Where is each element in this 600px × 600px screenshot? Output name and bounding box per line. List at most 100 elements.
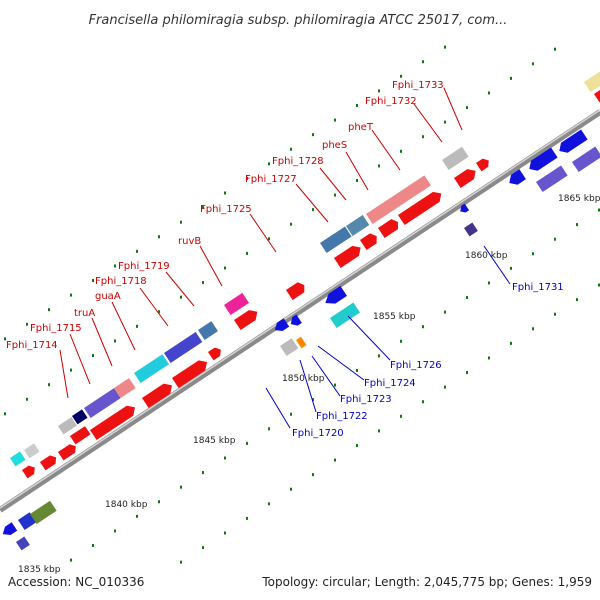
gene-arrow[interactable] — [22, 463, 38, 479]
tick-dot — [70, 293, 72, 297]
gene-label[interactable]: Fphi_1718 — [95, 276, 147, 287]
gene-label[interactable]: Fphi_1732 — [365, 96, 417, 107]
gene-block[interactable] — [366, 175, 431, 225]
gene-arrow[interactable] — [334, 243, 364, 269]
gene-block[interactable] — [464, 222, 478, 237]
topology-label: Topology: circular; Length: 2,045,775 bp… — [261, 575, 592, 589]
gene-arrow[interactable] — [288, 314, 302, 328]
gene-label[interactable]: Fphi_1726 — [390, 360, 442, 371]
gene-label[interactable]: guaA — [95, 291, 121, 302]
tick-dot — [4, 412, 6, 416]
gene-block[interactable] — [584, 65, 600, 93]
gene-block[interactable] — [134, 354, 169, 384]
tick-dot — [510, 76, 512, 80]
gene-arrow[interactable] — [476, 156, 492, 172]
gene-block[interactable] — [114, 378, 136, 399]
tick-dot — [224, 191, 226, 195]
tick-dot — [48, 383, 50, 387]
scale-label: 1835 kbp — [18, 565, 61, 575]
tick-dot — [488, 356, 490, 360]
gene-label[interactable]: truA — [74, 308, 95, 319]
tick-dot — [598, 208, 600, 212]
gene-arrow[interactable] — [272, 318, 290, 334]
gene-block[interactable] — [72, 409, 88, 425]
forward-strand-genes — [22, 65, 600, 479]
gene-arrow[interactable] — [594, 89, 600, 103]
gene-label[interactable]: Fphi_1724 — [364, 378, 416, 389]
gene-label[interactable]: Fphi_1715 — [30, 323, 82, 334]
gene-arrow[interactable] — [172, 357, 210, 389]
gene-arrow[interactable] — [360, 231, 380, 251]
tick-dot — [136, 324, 138, 328]
tick-dot — [378, 354, 380, 358]
gene-arrow[interactable] — [526, 147, 558, 174]
tick-dot — [312, 133, 314, 137]
gene-arrow[interactable] — [70, 426, 91, 445]
gene-arrow[interactable] — [58, 442, 79, 461]
gene-block[interactable] — [198, 321, 218, 341]
gene-arrow[interactable] — [208, 345, 224, 361]
gene-label[interactable]: pheT — [348, 122, 374, 133]
gene-block[interactable] — [16, 536, 30, 551]
gene-label[interactable]: Fphi_1727 — [245, 174, 297, 185]
gene-arrow[interactable] — [506, 169, 526, 188]
gene-arrow[interactable] — [454, 166, 479, 189]
gene-label[interactable]: Fphi_1714 — [6, 340, 58, 351]
gene-arrow[interactable] — [90, 402, 138, 441]
gene-label[interactable]: Fphi_1728 — [272, 156, 324, 167]
gene-arrow[interactable] — [458, 203, 470, 215]
map-title: Francisella philomiragia subsp. philomir… — [89, 13, 508, 28]
gene-block[interactable] — [84, 388, 121, 419]
gene-arrow[interactable] — [378, 217, 401, 239]
gene-arrow[interactable] — [0, 522, 18, 538]
scale-label: 1855 kbp — [373, 312, 416, 322]
gene-block[interactable] — [296, 336, 307, 349]
gene-block[interactable] — [57, 417, 77, 435]
gene-label[interactable]: Fphi_1720 — [292, 428, 344, 439]
gene-block[interactable] — [24, 443, 40, 459]
tick-dot — [576, 298, 578, 302]
gene-label[interactable]: Fphi_1723 — [340, 394, 392, 405]
gene-block[interactable] — [164, 332, 203, 364]
tick-dot — [444, 45, 446, 49]
gene-label[interactable]: Fphi_1719 — [118, 261, 170, 272]
tick-dot — [422, 400, 424, 404]
gene-block[interactable] — [330, 302, 360, 329]
gene-arrow[interactable] — [142, 380, 175, 409]
gene-block[interactable] — [346, 214, 370, 237]
gene-block[interactable] — [10, 451, 26, 467]
gene-block[interactable] — [572, 146, 600, 173]
tick-dot — [466, 296, 468, 300]
gene-label[interactable]: ruvB — [178, 236, 201, 247]
gene-label[interactable]: pheS — [322, 140, 347, 151]
gene-arrow[interactable] — [556, 129, 588, 156]
tick-dot — [268, 237, 270, 241]
gene-label[interactable]: Fphi_1733 — [392, 80, 444, 91]
tick-dot — [224, 266, 226, 270]
gene-arrow[interactable] — [322, 285, 347, 308]
gene-arrow[interactable] — [286, 280, 308, 301]
gene-block[interactable] — [18, 512, 37, 531]
gene-block[interactable] — [280, 338, 299, 357]
gene-label[interactable]: Fphi_1725 — [200, 204, 252, 215]
bottom-label-leaders — [265, 245, 511, 429]
gene-label[interactable]: Fphi_1722 — [316, 411, 368, 422]
gene-block[interactable] — [320, 226, 352, 254]
tick-dot — [26, 397, 28, 401]
gene-block[interactable] — [30, 500, 57, 525]
gene-block[interactable] — [536, 165, 568, 193]
tick-dot — [334, 118, 336, 122]
tick-dot — [290, 487, 292, 491]
tick-dot — [246, 441, 248, 445]
tick-dot — [246, 516, 248, 520]
tick-dot — [378, 89, 380, 93]
forward-gene-labels: Fphi_1714 Fphi_1715 truA guaA Fphi_1718 … — [6, 80, 444, 351]
gene-block[interactable] — [442, 146, 469, 171]
gene-label[interactable]: Fphi_1731 — [512, 282, 564, 293]
tick-dot — [136, 514, 138, 518]
gene-block[interactable] — [224, 292, 249, 316]
gene-arrow[interactable] — [234, 307, 261, 331]
gene-arrow[interactable] — [40, 453, 59, 471]
gene-arrow[interactable] — [398, 189, 445, 226]
